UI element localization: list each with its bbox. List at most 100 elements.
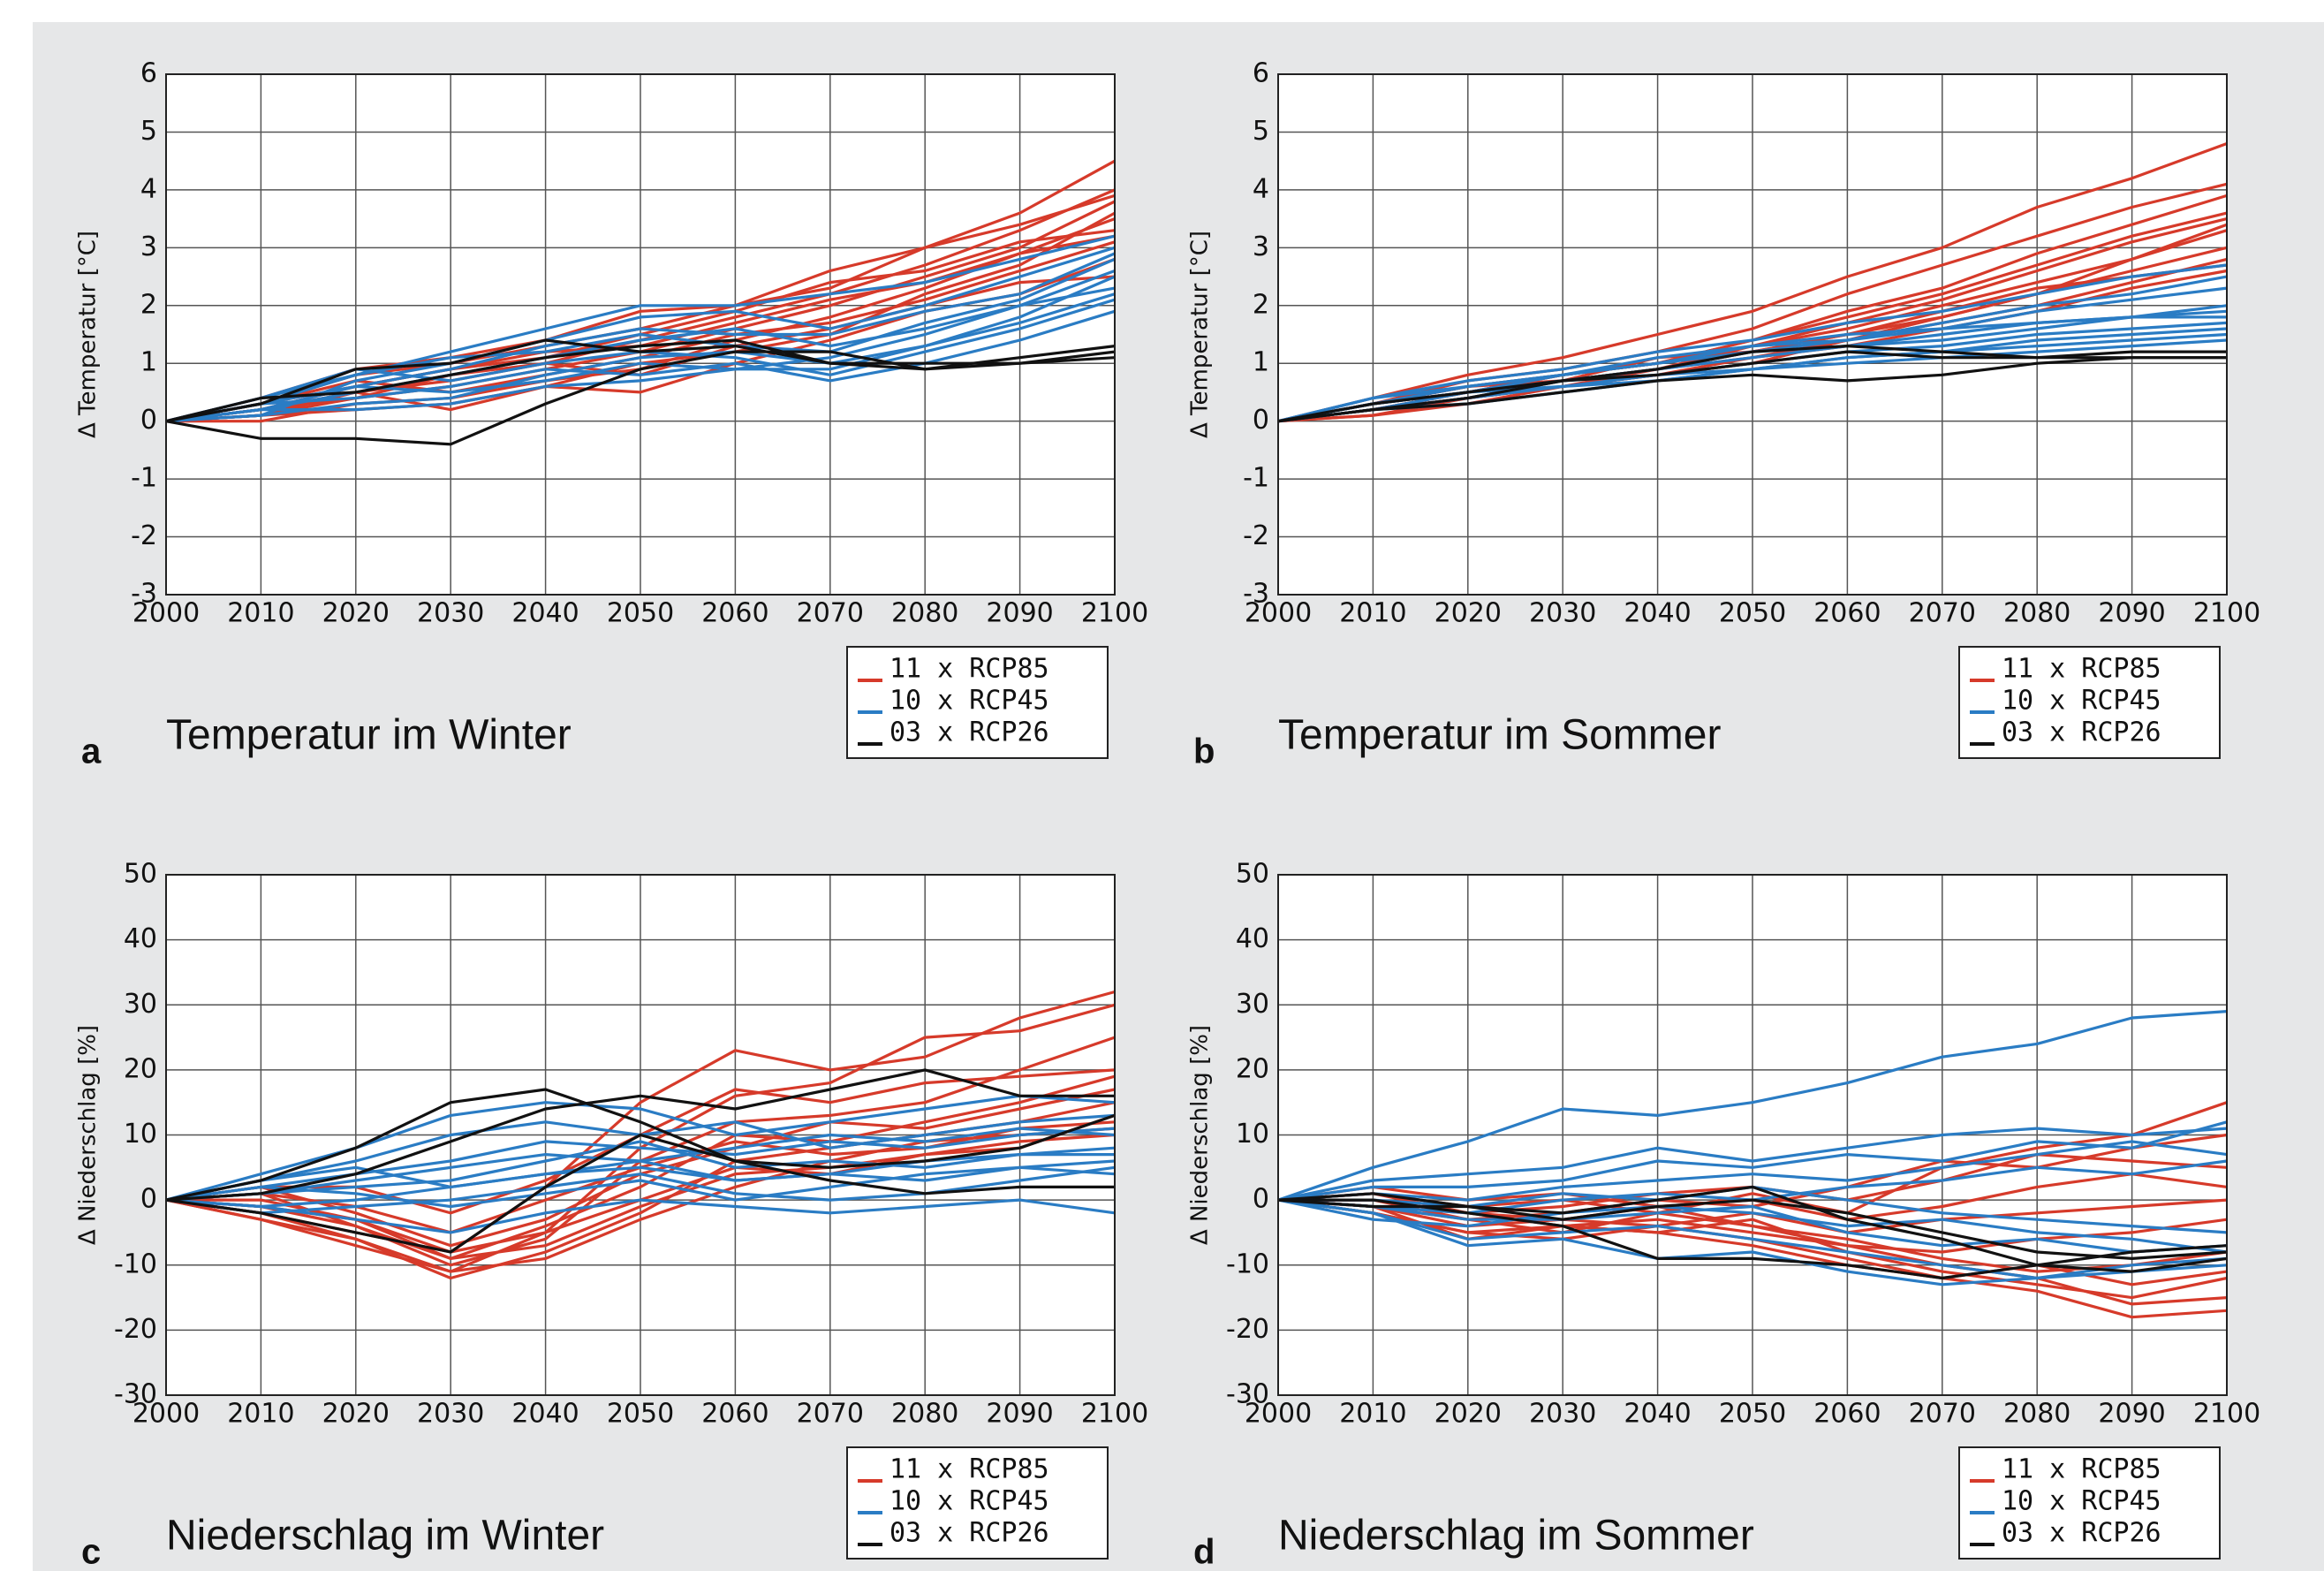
x-tick-label: 2000 bbox=[132, 1399, 200, 1430]
series-line bbox=[165, 1113, 1116, 1261]
y-tick-label: 0 bbox=[140, 1184, 157, 1215]
y-tick-label: -30 bbox=[1226, 1379, 1269, 1410]
series-line bbox=[1277, 1120, 2228, 1202]
x-tick-label: 2070 bbox=[797, 598, 864, 629]
x-tick-label: 2020 bbox=[322, 598, 390, 629]
y-tick-label: -10 bbox=[1226, 1248, 1269, 1279]
panel-title: Niederschlag im Winter bbox=[166, 1513, 604, 1560]
legend-box bbox=[846, 646, 1109, 759]
series-line bbox=[1277, 350, 2227, 423]
x-tick-label: 2080 bbox=[2003, 1399, 2070, 1430]
legend-label: 11 x RCP85 bbox=[889, 1454, 1049, 1485]
x-tick-label: 2060 bbox=[701, 1399, 768, 1430]
panel-title: Niederschlag im Sommer bbox=[1278, 1513, 1754, 1560]
series-line bbox=[1277, 356, 2227, 423]
y-tick-label: 6 bbox=[140, 58, 157, 89]
series-line bbox=[1277, 1185, 2228, 1273]
y-tick-label: -2 bbox=[131, 520, 157, 551]
x-tick-label: 2070 bbox=[797, 1399, 864, 1430]
legend-label: 03 x RCP26 bbox=[2002, 1518, 2161, 1549]
series-line bbox=[165, 1159, 1116, 1209]
y-tick-label: 0 bbox=[140, 405, 157, 436]
legend-label: 11 x RCP85 bbox=[889, 654, 1049, 685]
y-tick-label: -3 bbox=[131, 579, 157, 610]
plot-frame bbox=[1277, 874, 2228, 1396]
y-tick-label: 3 bbox=[140, 231, 157, 262]
panel-label: d bbox=[1193, 1533, 1215, 1571]
plot-frame bbox=[165, 874, 1116, 1396]
series-line bbox=[165, 1165, 1116, 1215]
x-tick-label: 2060 bbox=[1813, 1399, 1881, 1430]
y-tick-label: -10 bbox=[114, 1248, 157, 1279]
y-tick-label: 6 bbox=[1253, 58, 1269, 89]
series-line bbox=[165, 1198, 1116, 1234]
legend-label: 10 x RCP45 bbox=[2002, 1486, 2161, 1517]
x-tick-label: 2040 bbox=[1624, 598, 1691, 629]
x-tick-label: 2070 bbox=[1909, 598, 1976, 629]
x-tick-label: 2090 bbox=[2098, 1399, 2165, 1430]
y-tick-label: -1 bbox=[131, 463, 157, 494]
x-tick-label: 2040 bbox=[511, 1399, 579, 1430]
series-line bbox=[165, 275, 1116, 423]
x-tick-label: 2010 bbox=[1339, 598, 1406, 629]
series-line bbox=[165, 338, 1116, 423]
plot-frame bbox=[165, 73, 1116, 596]
y-tick-label: -20 bbox=[114, 1314, 157, 1345]
legend-label: 11 x RCP85 bbox=[2002, 654, 2161, 685]
x-tick-label: 2080 bbox=[2003, 598, 2070, 629]
x-tick-label: 2030 bbox=[417, 598, 484, 629]
x-tick-label: 2040 bbox=[511, 598, 579, 629]
legend-label: 10 x RCP45 bbox=[2002, 686, 2161, 717]
series-line bbox=[165, 1094, 1116, 1202]
legend-label: 03 x RCP26 bbox=[889, 1518, 1049, 1549]
x-tick-label: 2020 bbox=[1435, 598, 1502, 629]
y-tick-label: -1 bbox=[1243, 463, 1269, 494]
y-tick-label: 10 bbox=[124, 1119, 157, 1150]
series-line bbox=[165, 1165, 1116, 1209]
y-tick-label: 30 bbox=[1236, 989, 1269, 1020]
x-tick-label: 2030 bbox=[1529, 1399, 1596, 1430]
y-tick-label: 20 bbox=[1236, 1053, 1269, 1084]
series-line bbox=[1277, 1198, 2228, 1286]
y-tick-label: 5 bbox=[1253, 116, 1269, 147]
y-tick-label: 1 bbox=[140, 347, 157, 378]
series-line bbox=[1277, 315, 2227, 423]
series-line bbox=[1277, 1198, 2228, 1254]
y-tick-label: 50 bbox=[1236, 859, 1269, 890]
y-tick-label: 5 bbox=[140, 116, 157, 147]
y-tick-label: -2 bbox=[1243, 520, 1269, 551]
x-tick-label: 2100 bbox=[1081, 598, 1148, 629]
y-tick-label: -30 bbox=[114, 1379, 157, 1410]
y-tick-label: 1 bbox=[1253, 347, 1269, 378]
panel-title: Temperatur im Winter bbox=[166, 712, 572, 759]
legend-box bbox=[1958, 646, 2221, 759]
x-tick-label: 2050 bbox=[1719, 598, 1786, 629]
y-tick-label: 30 bbox=[124, 989, 157, 1020]
legend-box bbox=[1958, 1446, 2221, 1560]
series-line bbox=[165, 1140, 1116, 1202]
x-tick-label: 2030 bbox=[417, 1399, 484, 1430]
y-axis-label: Δ Temperatur [°C] bbox=[1187, 231, 1214, 438]
x-tick-label: 2020 bbox=[322, 1399, 390, 1430]
y-tick-label: 3 bbox=[1253, 231, 1269, 262]
x-tick-label: 2090 bbox=[986, 598, 1053, 629]
series-line bbox=[1277, 141, 2228, 423]
x-tick-label: 2100 bbox=[2193, 1399, 2260, 1430]
x-tick-label: 2030 bbox=[1529, 598, 1596, 629]
y-axis-label: Δ Temperatur [°C] bbox=[75, 231, 102, 438]
series-line bbox=[165, 1088, 1115, 1202]
x-tick-label: 2000 bbox=[132, 598, 200, 629]
series-line bbox=[1277, 1198, 2228, 1280]
series-line bbox=[165, 345, 1116, 446]
y-tick-label: 0 bbox=[1253, 1184, 1269, 1215]
x-tick-label: 2040 bbox=[1624, 1399, 1691, 1430]
panel-label: a bbox=[81, 732, 102, 771]
series-line bbox=[1277, 1198, 2228, 1286]
series-line bbox=[1277, 1192, 2228, 1261]
y-tick-label: 2 bbox=[140, 289, 157, 320]
series-line bbox=[165, 1113, 1116, 1254]
series-line bbox=[165, 234, 1116, 423]
series-line bbox=[165, 309, 1116, 423]
series-line bbox=[1277, 263, 2228, 423]
